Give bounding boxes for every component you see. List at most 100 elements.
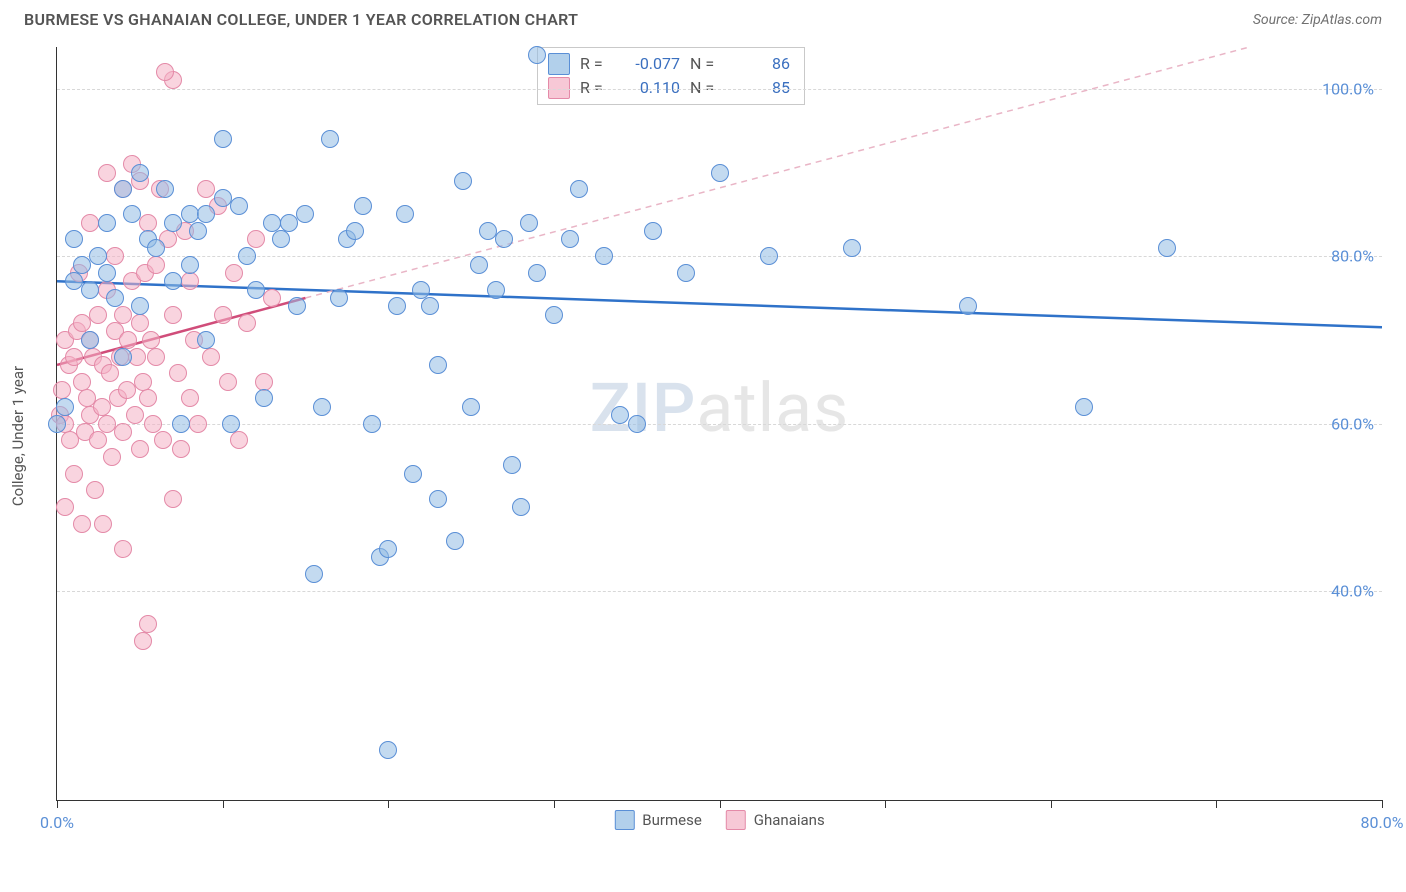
scatter-point: [197, 331, 215, 349]
gridline-h: [57, 591, 1382, 592]
scatter-point: [114, 348, 132, 366]
scatter-point: [959, 297, 977, 315]
scatter-point: [272, 230, 290, 248]
scatter-point: [263, 214, 281, 232]
scatter-point: [462, 398, 480, 416]
gridline-h: [57, 424, 1382, 425]
scatter-point: [280, 214, 298, 232]
scatter-point: [81, 331, 99, 349]
scatter-point: [164, 214, 182, 232]
scatter-point: [172, 440, 190, 458]
scatter-point: [181, 256, 199, 274]
scatter-point: [147, 348, 165, 366]
scatter-point: [760, 247, 778, 265]
scatter-point: [156, 63, 174, 81]
scatter-point: [487, 281, 505, 299]
scatter-point: [181, 205, 199, 223]
scatter-point: [126, 406, 144, 424]
y-tick-label: 60.0%: [1331, 414, 1374, 433]
scatter-point: [56, 498, 74, 516]
scatter-point: [202, 348, 220, 366]
legend-label-burmese: Burmese: [642, 811, 702, 829]
scatter-point: [189, 415, 207, 433]
scatter-point: [181, 389, 199, 407]
scatter-point: [595, 247, 613, 265]
scatter-point: [446, 532, 464, 550]
scatter-point: [114, 423, 132, 441]
scatter-point: [197, 205, 215, 223]
scatter-point: [404, 465, 422, 483]
n-value-burmese: 86: [728, 52, 790, 76]
scatter-point: [147, 256, 165, 274]
scatter-point: [114, 540, 132, 558]
x-tick: [1216, 800, 1217, 808]
x-tick: [720, 800, 721, 808]
scatter-point: [354, 197, 372, 215]
scatter-point: [214, 130, 232, 148]
scatter-point: [545, 306, 563, 324]
scatter-point: [106, 247, 124, 265]
scatter-point: [73, 515, 91, 533]
scatter-point: [238, 314, 256, 332]
watermark-zip: ZIP: [590, 368, 697, 448]
scatter-point: [214, 306, 232, 324]
y-tick-label: 100.0%: [1322, 79, 1374, 98]
scatter-point: [520, 214, 538, 232]
scatter-point: [164, 272, 182, 290]
scatter-point: [570, 180, 588, 198]
y-tick-label: 80.0%: [1331, 247, 1374, 266]
scatter-point: [139, 615, 157, 633]
scatter-point: [230, 431, 248, 449]
scatter-point: [164, 490, 182, 508]
scatter-point: [379, 741, 397, 759]
r-label: R =: [580, 52, 608, 76]
scatter-point: [134, 373, 152, 391]
scatter-point: [103, 448, 121, 466]
scatter-point: [81, 214, 99, 232]
x-tick: [554, 800, 555, 808]
scatter-point: [396, 205, 414, 223]
scatter-point: [89, 431, 107, 449]
scatter-point: [255, 389, 273, 407]
y-tick-label: 40.0%: [1331, 581, 1374, 600]
scatter-point: [611, 406, 629, 424]
scatter-point: [73, 256, 91, 274]
scatter-point: [528, 46, 546, 64]
scatter-point: [412, 281, 430, 299]
scatter-point: [644, 222, 662, 240]
x-tick: [885, 800, 886, 808]
scatter-point: [65, 230, 83, 248]
x-tick: [223, 800, 224, 808]
scatter-point: [222, 415, 240, 433]
scatter-point: [89, 306, 107, 324]
scatter-point: [119, 331, 137, 349]
scatter-point: [73, 314, 91, 332]
scatter-point: [628, 415, 646, 433]
scatter-point: [114, 306, 132, 324]
scatter-point: [65, 465, 83, 483]
scatter-point: [561, 230, 579, 248]
scatter-point: [169, 364, 187, 382]
legend-swatch-blue: [614, 810, 634, 830]
scatter-point: [154, 431, 172, 449]
scatter-point: [65, 272, 83, 290]
scatter-point: [255, 373, 273, 391]
scatter-point: [429, 490, 447, 508]
scatter-point: [98, 214, 116, 232]
scatter-point: [114, 180, 132, 198]
scatter-point: [238, 247, 256, 265]
scatter-point: [528, 264, 546, 282]
legend-row-burmese: R = -0.077 N = 86: [548, 52, 790, 76]
scatter-point: [503, 456, 521, 474]
scatter-point: [98, 264, 116, 282]
scatter-point: [181, 272, 199, 290]
x-tick: [1051, 800, 1052, 808]
chart-header: BURMESE VS GHANAIAN COLLEGE, UNDER 1 YEA…: [0, 0, 1406, 35]
scatter-point: [123, 205, 141, 223]
scatter-point: [48, 415, 66, 433]
watermark-atlas: atlas: [696, 368, 849, 448]
scatter-point: [313, 398, 331, 416]
scatter-point: [98, 164, 116, 182]
legend-label-ghanaians: Ghanaians: [754, 811, 825, 829]
x-tick-label: 80.0%: [1361, 813, 1404, 832]
